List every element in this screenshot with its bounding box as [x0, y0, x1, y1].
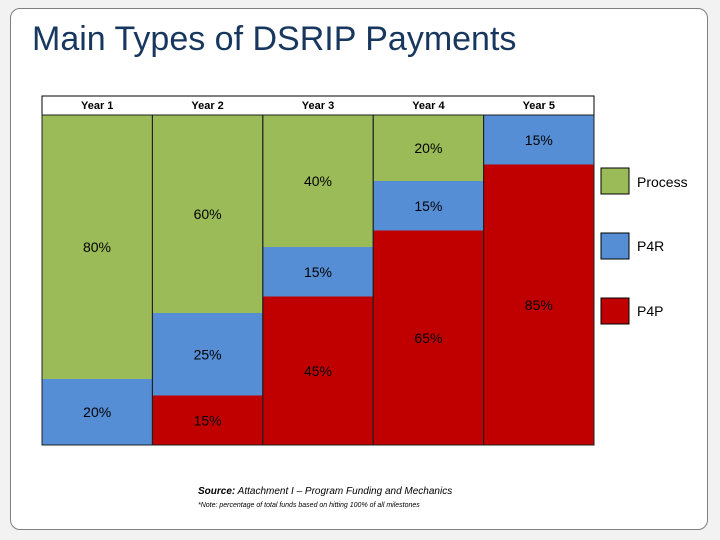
bar-process-year-4 — [373, 115, 484, 181]
data-label-p4r-year-5: 15% — [525, 132, 553, 148]
bar-p4p-year-5 — [483, 164, 594, 445]
legend-swatch-p4r — [600, 232, 630, 260]
data-label-process-year-2: 60% — [194, 206, 222, 222]
legend-swatch-process — [600, 167, 630, 195]
data-label-p4p-year-3: 45% — [304, 363, 332, 379]
column-border-5 — [483, 114, 595, 446]
bar-p4r-year-5 — [483, 115, 594, 165]
legend-label-p4p: P4P — [637, 303, 663, 319]
data-label-p4r-year-4: 15% — [414, 198, 442, 214]
source-citation: Source: Attachment I – Program Funding a… — [198, 486, 452, 497]
bar-p4p-year-3 — [262, 296, 374, 445]
bar-p4p-year-2 — [152, 395, 263, 445]
data-label-p4p-year-4: 65% — [414, 330, 442, 346]
source-label: Source: — [198, 486, 236, 497]
data-label-process-year-4: 20% — [414, 140, 442, 156]
category-label-4: Year 4 — [412, 100, 445, 112]
data-label-p4p-year-2: 15% — [194, 412, 222, 428]
source-text: Attachment I – Program Funding and Mecha… — [237, 486, 453, 497]
category-label-1: Year 1 — [81, 100, 113, 112]
bar-p4r-year-4 — [373, 181, 484, 231]
data-label-p4p-year-5: 85% — [525, 297, 553, 313]
legend-swatch-p4p — [600, 297, 630, 325]
legend-label-process: Process — [637, 174, 688, 190]
bar-p4p-year-4 — [373, 230, 484, 445]
category-label-5: Year 5 — [523, 100, 555, 112]
category-label-2: Year 2 — [191, 100, 223, 112]
data-label-process-year-3: 40% — [304, 173, 332, 189]
legend-label-p4r: P4R — [637, 238, 664, 254]
bar-p4r-year-2 — [152, 313, 263, 396]
bar-process-year-1 — [42, 115, 153, 379]
data-label-process-year-1: 80% — [83, 239, 111, 255]
data-label-p4r-year-1: 20% — [83, 404, 111, 420]
bar-process-year-2 — [152, 115, 263, 313]
category-label-3: Year 3 — [302, 100, 334, 112]
data-label-p4r-year-3: 15% — [304, 264, 332, 280]
data-label-p4r-year-2: 25% — [194, 346, 222, 362]
bar-p4r-year-1 — [42, 379, 153, 445]
slide-title: Main Types of DSRIP Payments — [32, 20, 517, 58]
footnote: *Note: percentage of total funds based o… — [198, 502, 420, 509]
bar-p4r-year-3 — [262, 247, 374, 297]
bar-process-year-3 — [262, 115, 374, 247]
